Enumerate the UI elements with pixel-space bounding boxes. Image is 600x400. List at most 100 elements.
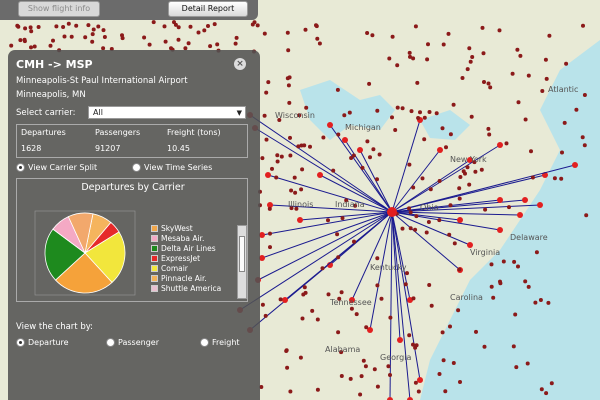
airport-dot[interactable] bbox=[176, 37, 181, 42]
route-line[interactable] bbox=[391, 159, 471, 213]
route-line[interactable] bbox=[269, 204, 393, 213]
route-line[interactable] bbox=[299, 211, 393, 221]
airport-dot[interactable] bbox=[297, 113, 302, 118]
airport-dot[interactable] bbox=[326, 218, 330, 223]
departure-radio[interactable]: Departure bbox=[16, 338, 69, 347]
airport-dot[interactable] bbox=[340, 216, 345, 221]
airport-dot[interactable] bbox=[473, 169, 478, 174]
airport-dot[interactable] bbox=[403, 282, 408, 287]
airport-dot[interactable] bbox=[467, 46, 472, 51]
airport-dot[interactable] bbox=[420, 176, 425, 181]
airport-dot[interactable] bbox=[388, 373, 392, 377]
airport-dot[interactable] bbox=[120, 36, 125, 41]
airport-dot[interactable] bbox=[289, 188, 294, 193]
airport-dot[interactable] bbox=[294, 206, 299, 211]
airport-dot[interactable] bbox=[448, 203, 453, 208]
airport-dot[interactable] bbox=[279, 154, 284, 159]
airport-dot[interactable] bbox=[388, 315, 393, 320]
airport-dot[interactable] bbox=[314, 24, 319, 29]
route-line[interactable] bbox=[391, 149, 441, 213]
destination-airport-dot[interactable] bbox=[259, 232, 265, 238]
airport-dot[interactable] bbox=[277, 118, 282, 122]
airport-dot[interactable] bbox=[296, 144, 301, 149]
route-line[interactable] bbox=[391, 211, 501, 231]
airport-dot[interactable] bbox=[264, 90, 269, 95]
airport-dot[interactable] bbox=[507, 205, 511, 210]
airport-dot[interactable] bbox=[487, 132, 492, 137]
airport-dot[interactable] bbox=[368, 155, 372, 160]
airport-dot[interactable] bbox=[339, 374, 344, 378]
airport-dot[interactable] bbox=[62, 34, 67, 39]
airport-dot[interactable] bbox=[288, 153, 293, 158]
airport-dot[interactable] bbox=[302, 285, 307, 290]
route-line[interactable] bbox=[391, 211, 401, 341]
airport-dot[interactable] bbox=[275, 153, 280, 158]
airport-dot[interactable] bbox=[515, 47, 520, 52]
airport-dot[interactable] bbox=[278, 297, 283, 302]
airport-dot[interactable] bbox=[549, 381, 554, 386]
airport-dot[interactable] bbox=[90, 32, 95, 37]
airport-dot[interactable] bbox=[315, 317, 320, 322]
airport-dot[interactable] bbox=[299, 187, 304, 192]
airport-dot[interactable] bbox=[523, 117, 528, 122]
destination-airport-dot[interactable] bbox=[387, 397, 393, 400]
airport-dot[interactable] bbox=[176, 25, 181, 30]
airport-dot[interactable] bbox=[308, 144, 312, 149]
airport-dot[interactable] bbox=[375, 283, 380, 288]
close-icon[interactable]: × bbox=[234, 58, 246, 70]
airport-dot[interactable] bbox=[163, 39, 168, 44]
airport-dot[interactable] bbox=[482, 80, 486, 84]
airport-dot[interactable] bbox=[516, 264, 520, 269]
airport-dot[interactable] bbox=[233, 41, 238, 46]
airport-dot[interactable] bbox=[448, 324, 452, 329]
airport-dot[interactable] bbox=[61, 25, 66, 29]
route-line[interactable] bbox=[249, 114, 393, 213]
airport-dot[interactable] bbox=[474, 329, 478, 334]
airport-dot[interactable] bbox=[188, 24, 193, 29]
airport-dot[interactable] bbox=[212, 22, 217, 27]
airport-dot[interactable] bbox=[562, 120, 567, 125]
airport-dot[interactable] bbox=[371, 147, 376, 152]
airport-dot[interactable] bbox=[564, 61, 569, 66]
airport-dot[interactable] bbox=[285, 30, 290, 35]
airport-dot[interactable] bbox=[352, 239, 356, 244]
airport-dot[interactable] bbox=[351, 153, 356, 158]
airport-dot[interactable] bbox=[488, 85, 493, 90]
airport-dot[interactable] bbox=[173, 22, 178, 27]
airport-dot[interactable] bbox=[303, 290, 308, 295]
airport-dot[interactable] bbox=[513, 312, 518, 317]
route-line[interactable] bbox=[261, 211, 393, 259]
airport-dot[interactable] bbox=[270, 166, 274, 171]
airport-dot[interactable] bbox=[349, 156, 354, 160]
view-carrier-split-radio[interactable]: View Carrier Split bbox=[16, 163, 97, 172]
airport-dot[interactable] bbox=[526, 284, 531, 289]
airport-dot[interactable] bbox=[18, 38, 23, 43]
route-line[interactable] bbox=[254, 127, 393, 213]
airport-dot[interactable] bbox=[451, 102, 456, 107]
airport-dot[interactable] bbox=[375, 384, 380, 389]
airport-dot[interactable] bbox=[208, 44, 213, 49]
airport-dot[interactable] bbox=[377, 152, 382, 157]
airport-dot[interactable] bbox=[303, 27, 308, 32]
airport-dot[interactable] bbox=[409, 109, 414, 114]
airport-dot[interactable] bbox=[480, 25, 485, 30]
destination-airport-dot[interactable] bbox=[497, 227, 503, 233]
airport-dot[interactable] bbox=[234, 35, 239, 40]
airport-dot[interactable] bbox=[260, 156, 265, 161]
airport-dot[interactable] bbox=[390, 115, 394, 120]
airport-dot[interactable] bbox=[446, 31, 451, 36]
destination-airport-dot[interactable] bbox=[467, 242, 473, 248]
airport-dot[interactable] bbox=[489, 262, 494, 267]
airport-dot[interactable] bbox=[395, 63, 400, 68]
airport-dot[interactable] bbox=[504, 141, 509, 146]
airport-dot[interactable] bbox=[437, 218, 442, 223]
airport-dot[interactable] bbox=[263, 313, 268, 318]
airport-dot[interactable] bbox=[529, 149, 533, 154]
airport-dot[interactable] bbox=[469, 114, 474, 119]
airport-dot[interactable] bbox=[335, 87, 340, 92]
airport-dot[interactable] bbox=[51, 38, 55, 43]
airport-dot[interactable] bbox=[365, 139, 370, 144]
airport-dot[interactable] bbox=[293, 190, 298, 195]
passenger-radio[interactable]: Passenger bbox=[106, 338, 159, 347]
airport-dot[interactable] bbox=[86, 23, 91, 28]
